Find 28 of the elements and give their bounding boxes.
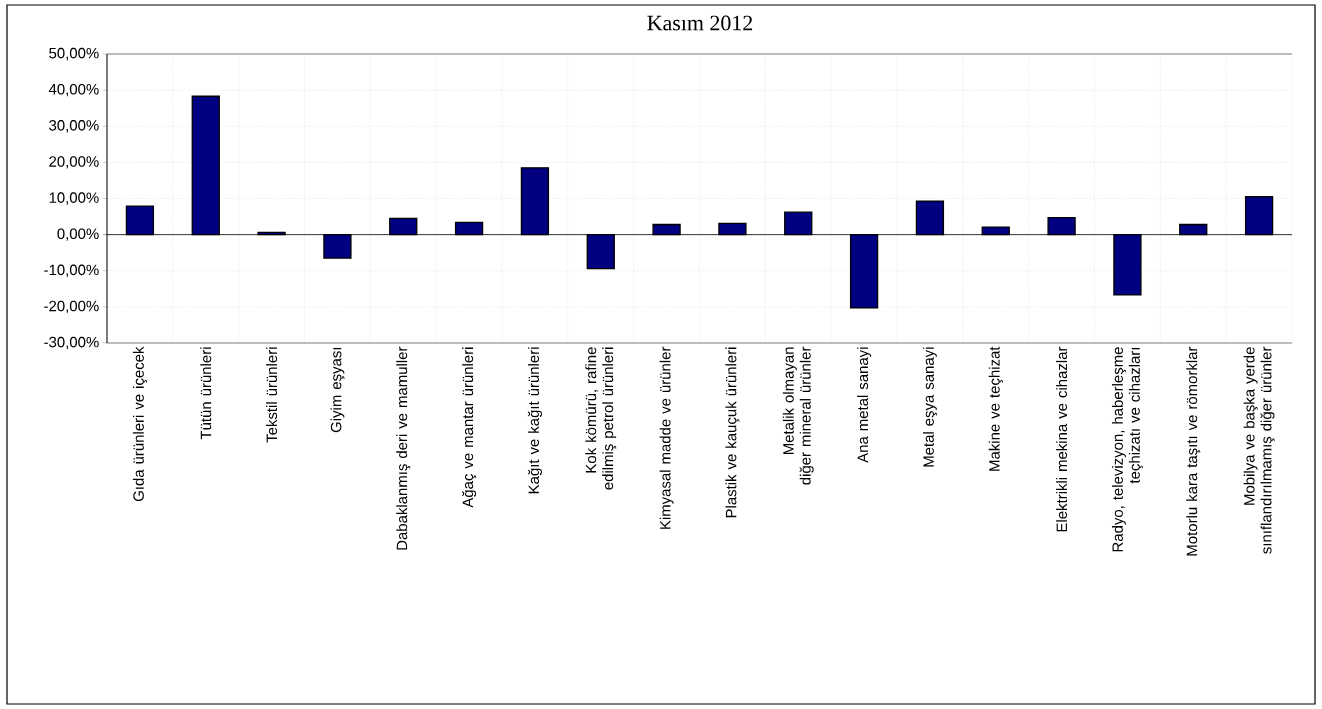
y-tick-label: -30,00% <box>44 336 99 350</box>
y-tick-label: -10,00% <box>44 264 99 277</box>
y-tick-label: -20,00% <box>44 300 99 314</box>
x-tick-label: Dabaklanmış deri ve mamuller <box>396 346 411 550</box>
x-tick-label: Mobilya ve başka yerde sınıflandırılmamış diğer ürünler <box>1243 346 1275 554</box>
y-tick-label: 10,00% <box>49 192 99 205</box>
x-tick-label: Kağıt ve kağıt ürünleri <box>527 347 542 494</box>
x-tick-label: Kimyasal madde ve ürünler <box>659 346 674 529</box>
x-tick-label: Ana metal sanayi <box>857 347 872 463</box>
y-tick-label: 30,00% <box>49 120 99 133</box>
y-tick-label: 50,00% <box>49 47 99 61</box>
x-tick-label: Metal eşya sanayi <box>922 347 937 467</box>
x-tick-label: Radyo, televizyon, haberleşme teçhizatı ve cihazları <box>1111 347 1143 552</box>
x-tick-label: Kok kömürü, rafine edilmiş petrol ürünleri <box>585 347 617 490</box>
chart-title: Kasım 2012 <box>647 15 753 31</box>
x-tick-label: Makine ve teçhizat <box>988 346 1003 471</box>
x-tick-label: Metalik olmayan diğer mineral ürünler <box>782 346 814 485</box>
x-tick-label: Elektrikli mekina ve cihazlar <box>1056 346 1068 532</box>
x-tick-label: Tekstil ürünleri <box>266 347 278 443</box>
x-tick-label: Motorlu kara taşıtı ve römorklar <box>1186 346 1201 556</box>
x-tick-label: Tütün ürünleri <box>200 347 212 440</box>
x-tick-label: Ağaç ve mantar ürünleri <box>462 347 477 508</box>
y-tick-label: 20,00% <box>49 156 99 169</box>
y-tick-label: 40,00% <box>48 83 99 97</box>
y-tick-label: 0,00% <box>57 228 99 241</box>
x-tick-label: Plastik ve kauçuk ürünleri <box>725 347 740 518</box>
x-tick-label: Giyim eşyası <box>330 347 345 433</box>
x-tick-label: Gıda ürünleri ve içecek <box>132 346 147 502</box>
